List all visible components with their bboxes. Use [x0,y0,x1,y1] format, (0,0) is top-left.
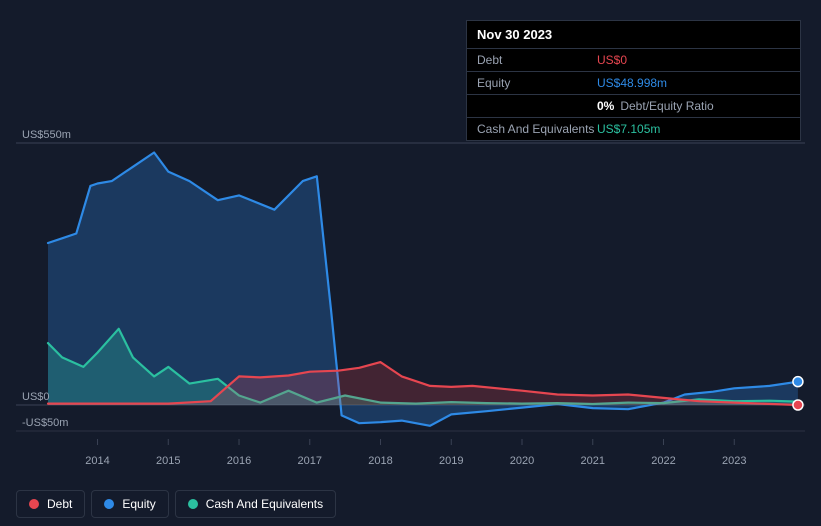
tooltip-label: Debt [477,53,597,67]
x-axis-label: 2021 [573,455,613,467]
x-axis-label: 2018 [361,455,401,467]
x-axis-label: 2020 [502,455,542,467]
x-axis-label: 2017 [290,455,330,467]
x-axis-label: 2016 [219,455,259,467]
legend: Debt Equity Cash And Equivalents [16,490,336,518]
y-axis-label: US$550m [22,129,71,141]
legend-dot [188,499,198,509]
tooltip-ratio-desc: Debt/Equity Ratio [620,99,713,113]
tooltip-ratio-value: 0% [597,99,614,113]
legend-label: Debt [47,497,72,511]
equity-end-marker [793,377,803,387]
y-axis-label: US$0 [22,391,50,403]
x-axis-label: 2019 [431,455,471,467]
legend-item[interactable]: Equity [91,490,168,518]
legend-label: Cash And Equivalents [206,497,323,511]
legend-dot [29,499,39,509]
debt-equity-chart: Nov 30 2023 DebtUS$0EquityUS$48.998m0%De… [0,0,821,526]
tooltip-row: EquityUS$48.998m [467,72,800,95]
x-axis-label: 2022 [644,455,684,467]
tooltip-row: DebtUS$0 [467,49,800,72]
chart-tooltip: Nov 30 2023 DebtUS$0EquityUS$48.998m0%De… [466,20,801,141]
tooltip-date: Nov 30 2023 [467,21,800,49]
tooltip-row: Cash And EquivalentsUS$7.105m [467,118,800,140]
x-axis-label: 2023 [714,455,754,467]
tooltip-ratio-row: 0% Debt/Equity Ratio [467,95,800,118]
x-axis-label: 2015 [148,455,188,467]
tooltip-value: US$48.998m [597,76,667,90]
legend-label: Equity [122,497,155,511]
x-axis-label: 2014 [78,455,118,467]
legend-item[interactable]: Debt [16,490,85,518]
plot-area[interactable]: US$550m US$0 -US$50m 2014 2015 2016 2017 2018 20… [16,125,805,475]
tooltip-label: Equity [477,76,597,90]
legend-item[interactable]: Cash And Equivalents [175,490,336,518]
debt-end-marker [793,400,803,410]
chart-svg [16,125,805,475]
tooltip-value: US$0 [597,53,627,67]
y-axis-label: -US$50m [22,417,68,429]
legend-dot [104,499,114,509]
